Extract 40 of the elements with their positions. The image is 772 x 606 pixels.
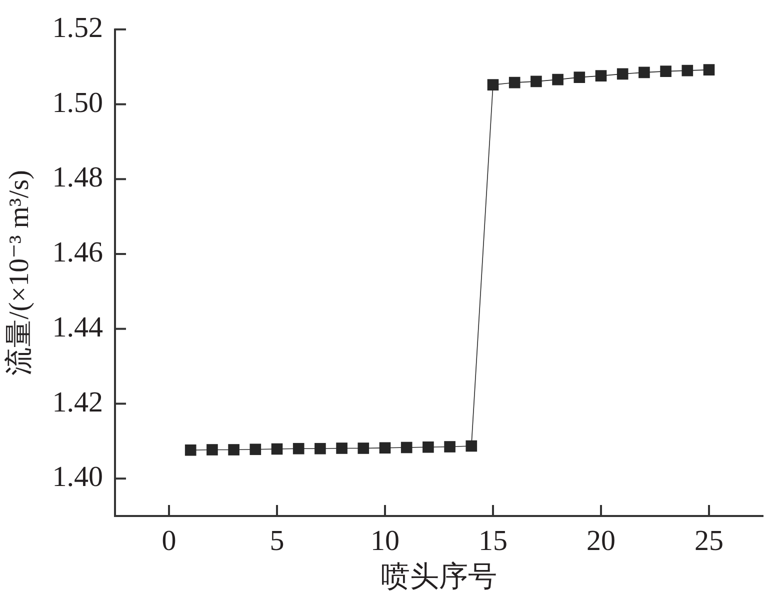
point: [638, 66, 650, 78]
point: [466, 440, 478, 452]
x-tick-label: 25: [694, 525, 724, 558]
y-tick-label: 1.40: [52, 461, 103, 494]
point: [552, 74, 564, 86]
point: [703, 64, 715, 76]
x-tick-label: 15: [478, 525, 508, 558]
point: [379, 442, 391, 454]
point: [292, 442, 304, 454]
point: [487, 79, 499, 90]
point: [574, 72, 586, 83]
point: [184, 444, 196, 456]
y-tick-label: 1.48: [52, 162, 103, 194]
x-tick-label: 20: [586, 525, 616, 558]
y-tick-label: 1.46: [52, 236, 103, 269]
point: [206, 444, 218, 456]
point: [530, 76, 542, 88]
point: [682, 64, 694, 76]
x-tick-label: 5: [270, 525, 284, 558]
point: [314, 442, 326, 454]
point: [228, 444, 240, 456]
point: [444, 441, 456, 452]
point: [616, 68, 628, 80]
point: [422, 441, 434, 453]
x-axis-title: 喷头序号: [381, 561, 497, 594]
point: [595, 70, 607, 82]
point: [508, 76, 520, 88]
y-tick-label: 1.44: [52, 311, 104, 344]
y-axis-title: 流量/(×10⁻³ m³/s): [4, 170, 36, 376]
x-tick-label: 10: [370, 525, 400, 558]
y-tick-label: 1.50: [52, 86, 103, 119]
point: [660, 66, 672, 77]
y-tick-label: 1.42: [52, 386, 103, 418]
y-tick-label: 1.52: [52, 12, 103, 44]
x-tick-label: 0: [162, 525, 176, 558]
point: [271, 443, 283, 455]
point: [400, 442, 412, 454]
point: [336, 442, 348, 454]
point: [358, 442, 370, 454]
point: [250, 444, 262, 456]
